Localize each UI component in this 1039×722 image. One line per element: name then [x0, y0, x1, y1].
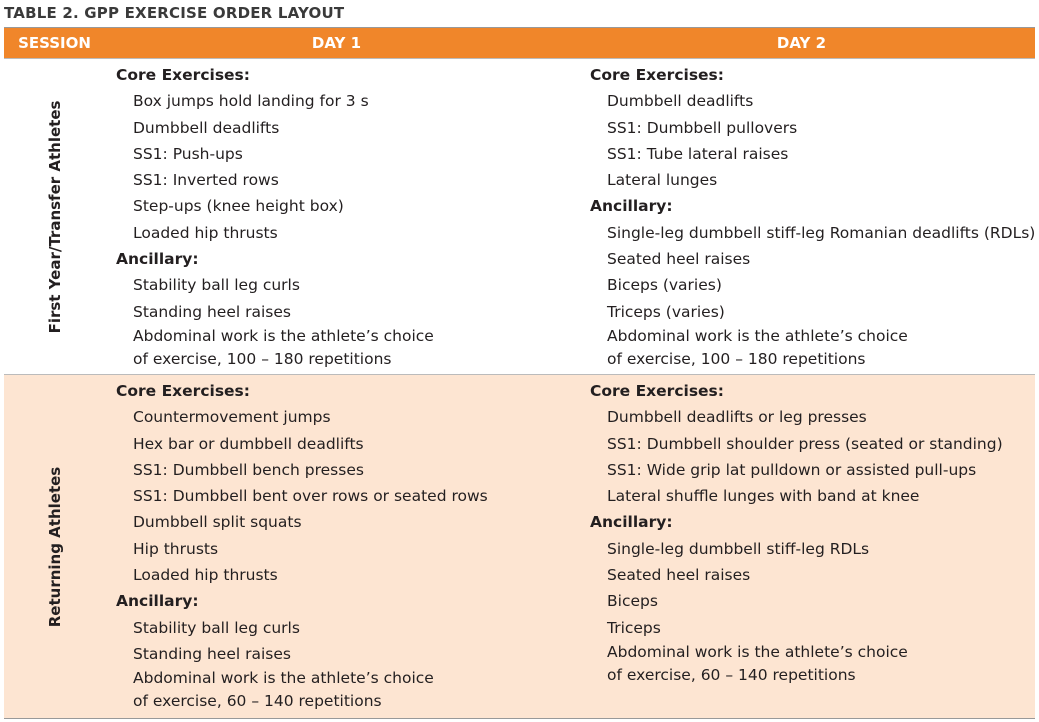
day-cell: Core Exercises: Dumbbell deadlifts or leg… [579, 375, 1039, 718]
session-label: First Year/Transfer Athletes [45, 100, 64, 333]
exercise-item: SS1: Tube lateral raises [607, 144, 789, 163]
header-cell: DAY 1 [311, 34, 362, 52]
exercise-item: Lateral lunges [607, 171, 718, 190]
exercise-item: Stability ball leg curls [133, 276, 300, 295]
note-line: Abdominal work is the athlete’s choice [607, 642, 908, 661]
table-row: Returning Athletes Core Exercises: Counter… [4, 374, 1035, 718]
exercise-item: SS1: Dumbbell shoulder press (seated or … [607, 434, 1003, 453]
exercise-item: Lateral shuffle lunges with band at knee [607, 487, 920, 506]
exercise-item: Box jumps hold landing for 3 s [133, 92, 369, 111]
group-heading: Core Exercises: [590, 66, 724, 84]
header-cell: DAY 2 [776, 34, 827, 52]
note-line: of exercise, 100 – 180 repetitions [133, 349, 392, 368]
exercise-item: Step-ups (knee height box) [133, 197, 344, 216]
exercise-item: SS1: Dumbbell pullovers [607, 118, 798, 137]
exercise-item: Dumbbell split squats [133, 513, 302, 532]
note-line: of exercise, 60 – 140 repetitions [133, 692, 382, 711]
group-heading: Core Exercises: [116, 66, 250, 84]
exercise-item: SS1: Dumbbell bent over rows or seated r… [133, 487, 488, 506]
exercise-item: SS1: Push-ups [133, 144, 243, 163]
exercise-item: Biceps (varies) [607, 276, 722, 295]
day-cell: Core Exercises: Countermovement jumps Hex … [105, 375, 579, 718]
exercise-item: Seated heel raises [607, 250, 751, 269]
exercise-item: Standing heel raises [133, 302, 291, 321]
exercise-item: Stability ball leg curls [133, 618, 300, 637]
exercise-item: Single-leg dumbbell stiff-leg RDLs [607, 539, 870, 558]
table: SESSION DAY 1 DAY 2 First Year/Transfer … [4, 27, 1035, 719]
note-line: Abdominal work is the athlete’s choice [607, 326, 908, 345]
exercise-item: Biceps [607, 592, 658, 611]
exercise-item: Hex bar or dumbbell deadlifts [133, 434, 364, 453]
session-label: Returning Athletes [45, 466, 64, 627]
day-cell: Core Exercises: Dumbbell deadlifts SS1: Du… [579, 59, 1039, 374]
exercise-item: SS1: Inverted rows [133, 171, 279, 190]
exercise-item: Dumbbell deadlifts or leg presses [607, 408, 867, 427]
exercise-item: Triceps [607, 618, 661, 637]
exercise-item: Loaded hip thrusts [133, 566, 278, 585]
note-line: Abdominal work is the athlete’s choice [133, 326, 434, 345]
exercise-item: Dumbbell deadlifts [133, 118, 280, 137]
session-cell: Returning Athletes [4, 375, 105, 718]
exercise-item: Seated heel raises [607, 566, 751, 585]
exercise-item: SS1: Wide grip lat pulldown or assisted … [607, 460, 977, 479]
group-heading: Ancillary: [116, 592, 199, 611]
group-heading: Core Exercises: [116, 382, 250, 400]
day-cell: Core Exercises: Box jumps hold landing fo… [105, 59, 579, 374]
exercise-item: Hip thrusts [133, 539, 219, 558]
table-row: First Year/Transfer Athletes Core Exercis… [4, 58, 1035, 374]
exercise-item: SS1: Dumbbell bench presses [133, 460, 364, 479]
header-row: SESSION DAY 1 DAY 2 [4, 28, 1035, 58]
note-line: of exercise, 100 – 180 repetitions [607, 349, 866, 368]
exercise-item: Loaded hip thrusts [133, 223, 278, 242]
group-heading: Ancillary: [590, 197, 673, 216]
note-line: Abdominal work is the athlete’s choice [133, 669, 434, 688]
group-heading: Ancillary: [116, 250, 199, 269]
group-heading: Ancillary: [590, 513, 673, 532]
session-cell: First Year/Transfer Athletes [4, 59, 105, 374]
exercise-item: Countermovement jumps [133, 408, 331, 427]
note-line: of exercise, 60 – 140 repetitions [607, 665, 856, 684]
group-heading: Core Exercises: [590, 382, 724, 400]
exercise-item: Single-leg dumbbell stiff-leg Romanian d… [607, 223, 1036, 242]
exercise-item: Triceps (varies) [607, 302, 725, 321]
header-cell: SESSION [18, 34, 91, 52]
table-title: TABLE 2. GPP EXERCISE ORDER LAYOUT [4, 4, 345, 22]
exercise-item: Standing heel raises [133, 644, 291, 663]
exercise-item: Dumbbell deadlifts [607, 92, 754, 111]
